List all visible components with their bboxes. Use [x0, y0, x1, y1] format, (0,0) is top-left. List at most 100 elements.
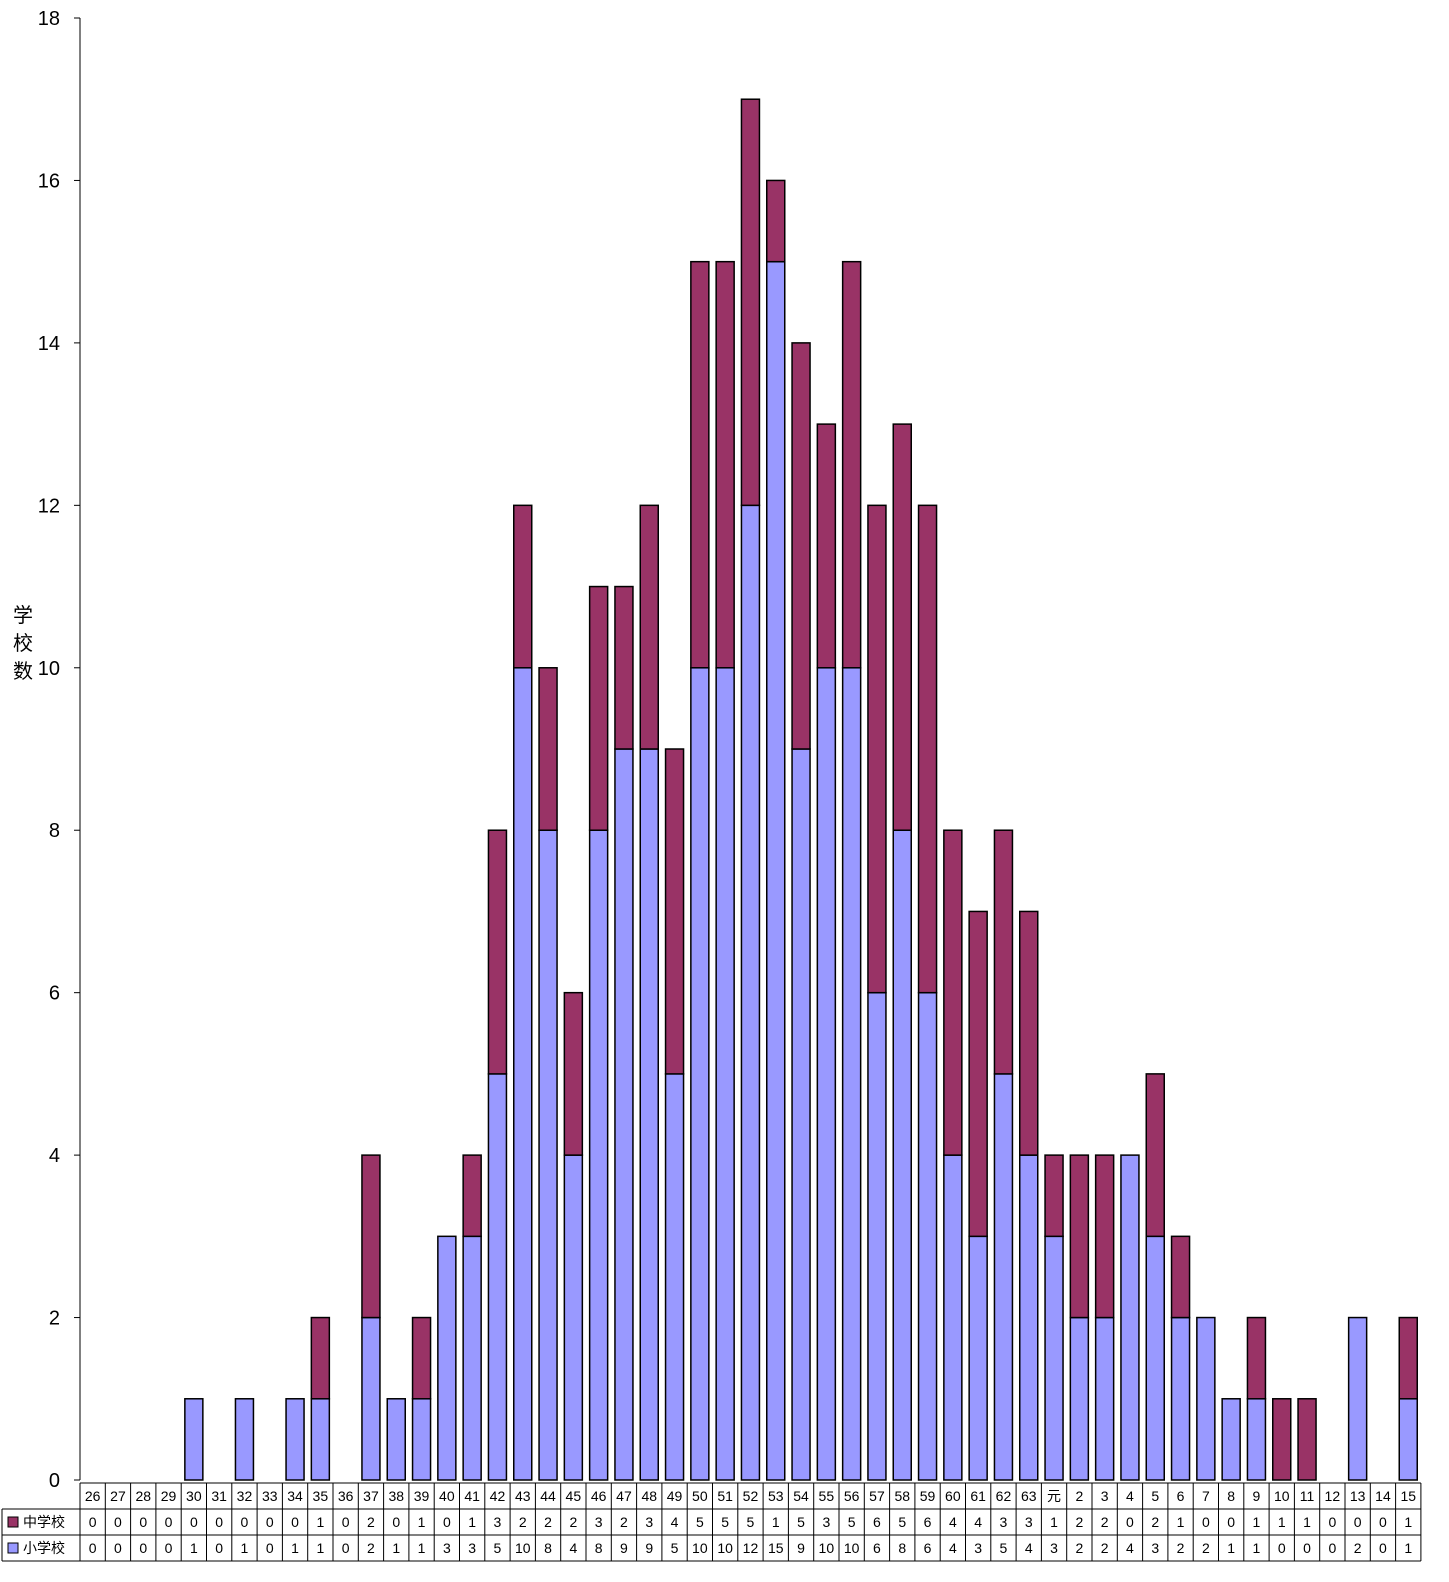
legend-elementary-label: 小学校	[23, 1540, 65, 1557]
table-cell-junior-high: 0	[89, 1514, 97, 1530]
x-tick-label: 7	[1202, 1488, 1210, 1504]
legend-junior-high-label: 中学校	[23, 1514, 65, 1531]
bar-elementary	[791, 748, 811, 1481]
table-cell-junior-high: 5	[797, 1514, 805, 1530]
bar-junior-high	[791, 342, 811, 750]
table-cell-elementary: 8	[544, 1540, 552, 1556]
table-cell-junior-high: 0	[342, 1514, 350, 1530]
y-tick-label: 0	[49, 1470, 60, 1492]
table-cell-junior-high: 4	[949, 1514, 957, 1530]
bar-junior-high	[361, 1154, 381, 1319]
bar-junior-high	[816, 423, 837, 669]
bar-junior-high	[766, 179, 786, 263]
table-cell-junior-high: 0	[392, 1514, 400, 1530]
bar-junior-high	[715, 260, 735, 669]
bar-elementary	[1347, 1316, 1368, 1481]
table-cell-junior-high: 5	[898, 1514, 906, 1530]
bar-junior-high	[513, 504, 533, 669]
x-tick-label: 38	[388, 1488, 404, 1504]
x-tick-label: 28	[135, 1488, 151, 1504]
table-cell-elementary: 1	[1404, 1540, 1412, 1556]
x-tick-label: 2	[1075, 1488, 1083, 1504]
table-cell-junior-high: 0	[215, 1514, 223, 1530]
x-tick-label: 60	[945, 1488, 961, 1504]
bar-junior-high	[563, 991, 584, 1156]
bar-junior-high	[411, 1316, 432, 1400]
legend-elementary-swatch	[7, 1542, 19, 1554]
table-cell-elementary: 1	[1253, 1540, 1261, 1556]
y-tick-label: 10	[38, 658, 60, 680]
bar-elementary	[386, 1398, 406, 1481]
table-cell-elementary: 10	[844, 1540, 860, 1556]
table-cell-elementary: 6	[924, 1540, 932, 1556]
table-cell-junior-high: 3	[1025, 1514, 1033, 1530]
x-tick-label: 51	[717, 1488, 733, 1504]
x-tick-label: 37	[363, 1488, 379, 1504]
table-cell-elementary: 10	[692, 1540, 708, 1556]
bar-elementary	[1069, 1316, 1090, 1481]
x-tick-label: 13	[1350, 1488, 1366, 1504]
y-tick-label: 2	[49, 1308, 60, 1330]
bar-elementary	[841, 667, 862, 1481]
bar-junior-high	[1094, 1154, 1115, 1319]
table-cell-elementary: 3	[1050, 1540, 1058, 1556]
bar-junior-high	[841, 260, 862, 669]
x-tick-label: 34	[287, 1488, 303, 1504]
table-cell-junior-high: 5	[696, 1514, 704, 1530]
bar-elementary	[234, 1398, 255, 1481]
table-cell-elementary: 2	[367, 1540, 375, 1556]
table-cell-junior-high: 3	[494, 1514, 502, 1530]
bar-elementary	[1398, 1398, 1418, 1481]
bar-elementary	[1120, 1154, 1140, 1481]
x-tick-label: 4	[1126, 1488, 1134, 1504]
x-tick-label: 42	[490, 1488, 506, 1504]
table-cell-junior-high: 5	[721, 1514, 729, 1530]
x-tick-label: 6	[1177, 1488, 1185, 1504]
x-tick-label: 59	[920, 1488, 936, 1504]
bar-elementary	[411, 1398, 432, 1481]
table-cell-junior-high: 1	[1278, 1514, 1286, 1530]
bar-junior-high	[310, 1316, 331, 1400]
bar-elementary	[917, 991, 938, 1481]
x-tick-label: 48	[641, 1488, 657, 1504]
table-cell-junior-high: 0	[443, 1514, 451, 1530]
x-tick-label: 53	[768, 1488, 784, 1504]
bar-junior-high	[1069, 1154, 1090, 1319]
x-tick-label: 元	[1047, 1488, 1061, 1504]
table-cell-elementary: 1	[291, 1540, 299, 1556]
table-cell-elementary: 3	[468, 1540, 476, 1556]
table-cell-elementary: 1	[241, 1540, 249, 1556]
table-cell-elementary: 0	[215, 1540, 223, 1556]
bar-elementary	[588, 829, 609, 1481]
table-cell-junior-high: 2	[1151, 1514, 1159, 1530]
table-cell-junior-high: 1	[316, 1514, 324, 1530]
table-cell-elementary: 0	[1328, 1540, 1336, 1556]
x-tick-label: 47	[616, 1488, 632, 1504]
bar-junior-high	[943, 829, 963, 1156]
bar-elementary	[664, 1073, 685, 1481]
bar-junior-high	[1246, 1316, 1267, 1400]
table-cell-junior-high: 0	[165, 1514, 173, 1530]
bar-elementary	[740, 504, 761, 1481]
bar-elementary	[462, 1235, 482, 1481]
x-tick-label: 39	[414, 1488, 430, 1504]
x-tick-label: 29	[161, 1488, 177, 1504]
bar-elementary	[310, 1398, 331, 1481]
x-tick-label: 33	[262, 1488, 278, 1504]
bar-elementary	[1170, 1316, 1191, 1481]
bar-junior-high	[588, 585, 609, 831]
bar-junior-high	[1019, 910, 1039, 1156]
y-axis: 0 2 4 6 8 10 12 14 16 18	[38, 8, 81, 1492]
table-cell-junior-high: 2	[544, 1514, 552, 1530]
table-cell-elementary: 2	[1075, 1540, 1083, 1556]
x-tick-label: 14	[1375, 1488, 1391, 1504]
table-cell-elementary: 1	[392, 1540, 400, 1556]
bar-junior-high	[462, 1154, 482, 1238]
table-cell-elementary: 6	[873, 1540, 881, 1556]
y-axis-label: 学校数	[13, 603, 33, 683]
x-tick-label: 36	[338, 1488, 354, 1504]
table-cell-elementary: 1	[190, 1540, 198, 1556]
bar-elementary	[1196, 1316, 1216, 1481]
y-tick-label: 16	[38, 170, 60, 192]
